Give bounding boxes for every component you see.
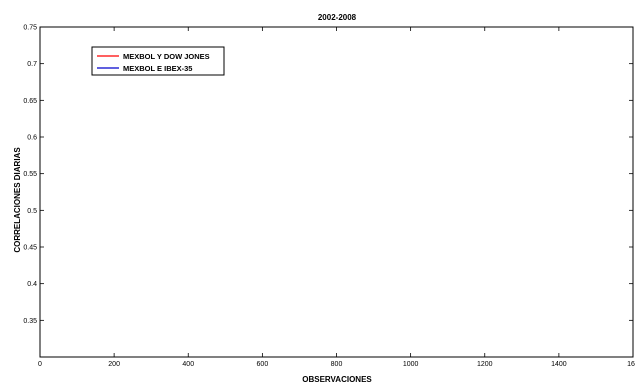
y-tick-label: 0.5 xyxy=(27,208,37,215)
y-tick-label: 0.55 xyxy=(23,171,37,178)
y-tick-label: 0.75 xyxy=(23,25,37,32)
x-tick-label: 160 xyxy=(627,361,635,368)
chart-title: 2002-2008 xyxy=(318,13,357,22)
y-tick-label: 0.35 xyxy=(23,318,37,325)
y-tick-label: 0.45 xyxy=(23,245,37,252)
x-axis-label: OBSERVACIONES xyxy=(302,375,372,383)
x-tick-label: 200 xyxy=(108,361,120,368)
legend-label: MEXBOL E IBEX-35 xyxy=(123,64,192,73)
plot-area xyxy=(39,26,634,358)
y-tick-label: 0.4 xyxy=(27,281,37,288)
y-tick-label: 0.65 xyxy=(23,98,37,105)
legend-box xyxy=(91,46,225,76)
y-tick-label: 0.7 xyxy=(27,61,37,68)
x-tick-label: 1000 xyxy=(403,361,419,368)
y-axis-label: CORRELACIONES DIARIAS xyxy=(13,147,22,253)
x-tick-label: 400 xyxy=(182,361,194,368)
legend: MEXBOL Y DOW JONES MEXBOL E IBEX-35 xyxy=(91,46,225,76)
x-tick-label: 600 xyxy=(257,361,269,368)
legend-label: MEXBOL Y DOW JONES xyxy=(123,52,210,61)
x-tick-label: 1400 xyxy=(551,361,567,368)
x-tick-label: 1200 xyxy=(477,361,493,368)
x-tick-label: 0 xyxy=(38,361,42,368)
x-tick-label: 800 xyxy=(331,361,343,368)
y-tick-label: 0.6 xyxy=(27,135,37,142)
